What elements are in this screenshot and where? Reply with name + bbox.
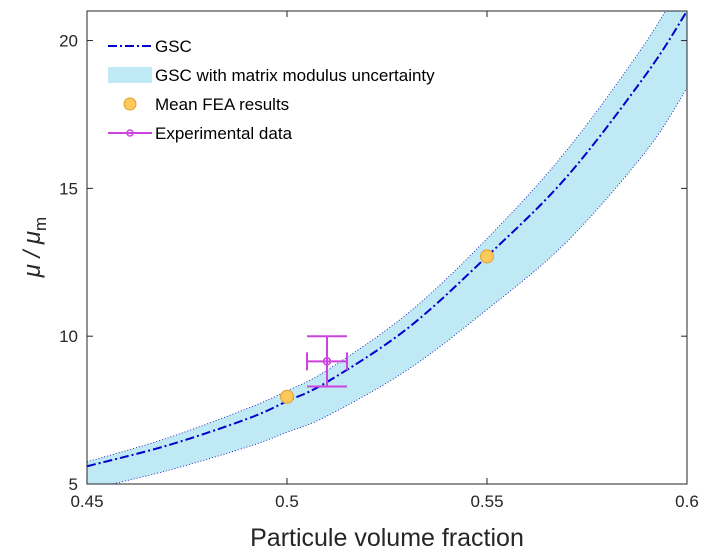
legend-label-fea: Mean FEA results [155,95,289,114]
gsc-line [87,11,687,468]
x-tick-label: 0.45 [70,492,103,511]
legend-label-experimental: Experimental data [155,124,293,143]
legend-item-gsc: GSC [108,37,192,56]
legend-item-experimental: Experimental data [108,124,293,143]
axis-ticks: 0.45 0.5 0.55 0.6 5 10 15 20 [59,11,699,511]
x-tick-label: 0.5 [275,492,299,511]
plot-frame [86,10,688,485]
y-axis-title-subscript: m [31,217,50,231]
legend-label-uncertainty: GSC with matrix modulus uncertainty [155,66,435,85]
legend-swatch-fea [123,97,137,111]
plot-area [87,11,687,484]
legend-label-gsc: GSC [155,37,192,56]
legend-item-uncertainty: GSC with matrix modulus uncertainty [108,66,435,85]
fea-point [280,389,294,404]
y-tick-label: 5 [69,475,78,494]
y-tick-label: 10 [59,327,78,346]
uncertainty-band-upper-edge [87,11,666,463]
y-tick-label: 20 [59,32,78,51]
x-tick-label: 0.6 [675,492,699,511]
fea-point [480,249,494,264]
y-tick-label: 15 [59,179,78,198]
y-axis-title-main: μ / μ [19,231,46,278]
x-tick-label: 0.55 [470,492,503,511]
y-axis-title: μ / μm [19,217,50,278]
legend-item-fea: Mean FEA results [123,95,289,114]
legend-swatch-uncertainty [108,67,152,83]
experimental-point [322,357,332,366]
legend-swatch-experimental-marker [126,129,134,137]
legend: GSC GSC with matrix modulus uncertainty … [108,37,435,143]
x-axis-title: Particule volume fraction [250,524,524,552]
svg-text:μ / μm: μ / μm [19,217,50,278]
